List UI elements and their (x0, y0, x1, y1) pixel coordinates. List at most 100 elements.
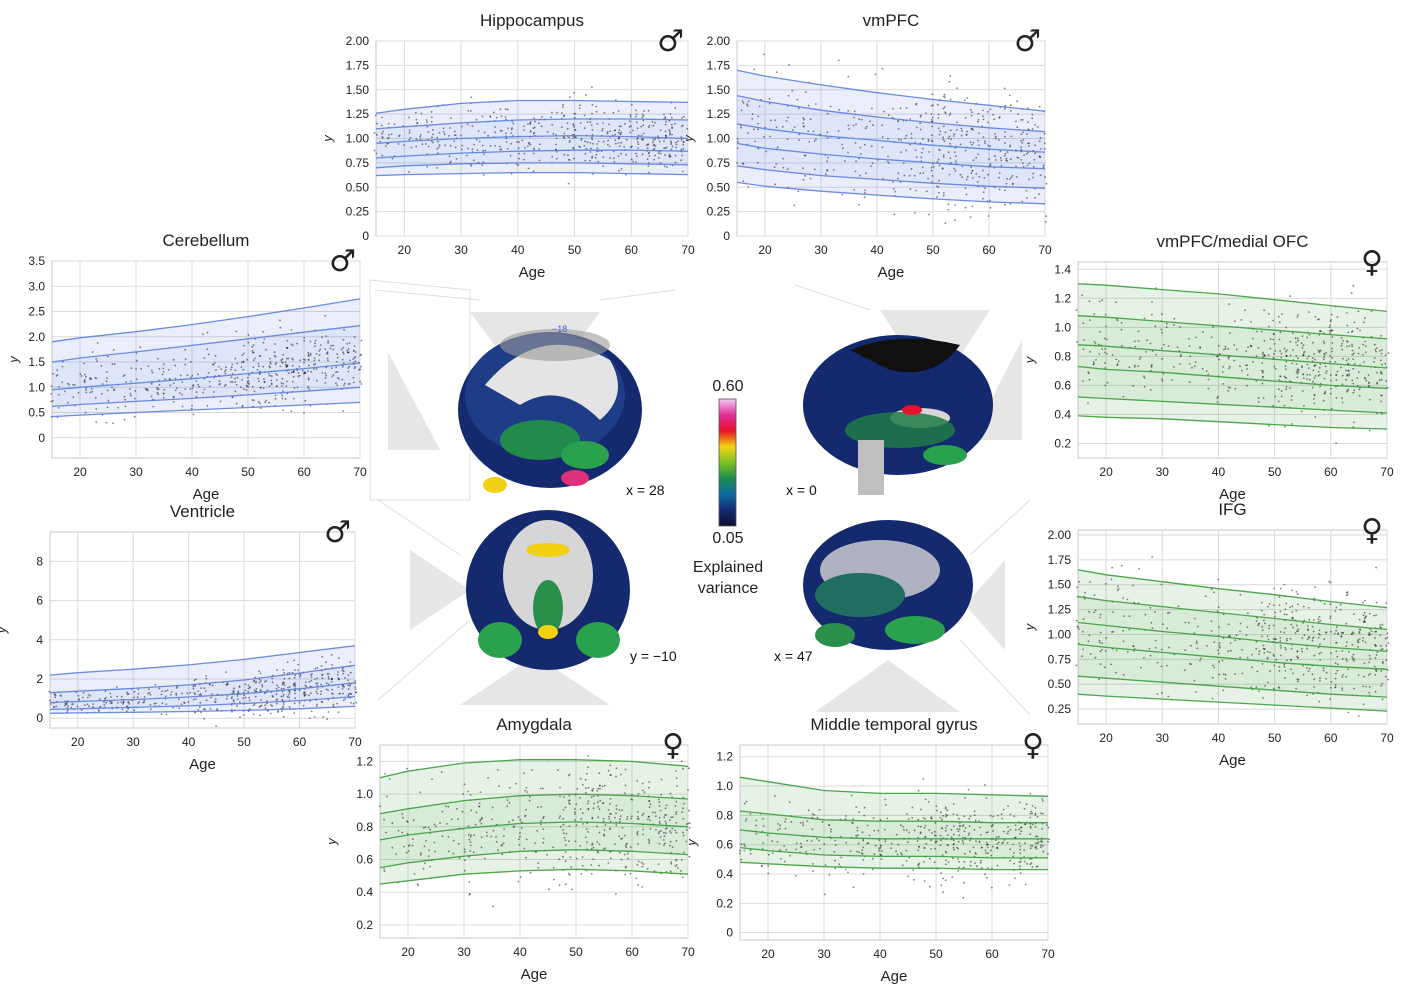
data-point (310, 692, 312, 694)
data-point (1009, 158, 1012, 161)
data-point (1335, 672, 1337, 675)
data-point (525, 808, 527, 811)
data-point (802, 122, 805, 124)
data-point (682, 147, 685, 150)
data-point (920, 156, 923, 159)
data-point (1274, 611, 1277, 614)
data-point (1227, 389, 1229, 392)
data-point (999, 157, 1002, 159)
data-point (973, 810, 976, 813)
data-point (266, 702, 268, 705)
data-point (1362, 614, 1365, 617)
data-point (1296, 337, 1299, 340)
data-point (332, 374, 335, 376)
male-symbol-icon: ♂ (657, 24, 684, 59)
data-point (930, 113, 933, 115)
data-point (953, 848, 955, 851)
data-point (1297, 339, 1300, 342)
data-point (331, 688, 333, 691)
data-point (1030, 862, 1033, 864)
data-point (1289, 606, 1292, 609)
data-point (1029, 847, 1032, 850)
data-point (844, 818, 847, 820)
data-point (282, 681, 285, 684)
chart-title: vmPFC/medial OFC (1156, 232, 1308, 251)
quantile-line (375, 171, 689, 177)
data-point (1286, 349, 1288, 351)
data-point (184, 348, 187, 351)
data-point (354, 688, 357, 691)
data-point (506, 148, 509, 150)
data-point (469, 850, 472, 852)
data-point (1101, 648, 1103, 651)
data-point (73, 384, 76, 386)
data-point (553, 878, 555, 881)
data-point (899, 824, 902, 827)
data-point (612, 111, 615, 114)
charts-layer: 20 30 40 50 60 7000.250.500.751.001.251.501.7… (0, 11, 1394, 984)
data-point (905, 149, 907, 152)
data-point (1032, 172, 1035, 175)
data-point (590, 124, 593, 126)
data-point (603, 111, 606, 114)
data-point (315, 352, 318, 355)
data-point (523, 152, 526, 155)
data-point (230, 376, 233, 378)
data-point (1038, 140, 1041, 143)
data-point (970, 114, 973, 117)
data-point (1301, 650, 1303, 653)
data-point (1329, 324, 1331, 327)
data-point (342, 365, 344, 368)
data-point (257, 377, 259, 380)
data-point (1210, 588, 1213, 590)
data-point (618, 145, 621, 148)
data-point (664, 814, 666, 816)
data-point (495, 836, 497, 838)
data-point (1117, 588, 1120, 590)
quantile-line (736, 142, 1046, 170)
data-point (85, 391, 88, 394)
data-point (618, 169, 620, 172)
data-point (416, 883, 419, 885)
data-point (788, 801, 791, 804)
data-point (901, 853, 903, 856)
data-point (897, 172, 900, 175)
data-point (948, 114, 951, 116)
data-point (1212, 664, 1214, 667)
data-point (967, 788, 970, 791)
data-point (663, 831, 665, 834)
data-point (106, 355, 109, 358)
data-point (321, 656, 324, 658)
data-point (1006, 178, 1008, 180)
data-point (740, 126, 742, 129)
data-point (1330, 681, 1333, 683)
data-point (181, 405, 184, 408)
data-point (1093, 611, 1095, 614)
data-point (1247, 612, 1249, 615)
data-point (962, 896, 965, 899)
data-point (1013, 852, 1015, 854)
data-point (1277, 315, 1280, 318)
data-point (659, 162, 662, 165)
data-point (150, 382, 153, 385)
data-point (682, 141, 685, 144)
data-point (487, 134, 489, 137)
data-point (419, 134, 422, 136)
data-point (768, 102, 771, 105)
data-point (573, 125, 575, 128)
data-point (1036, 815, 1039, 818)
data-point (327, 683, 330, 685)
data-point (1228, 365, 1231, 368)
data-point (592, 846, 595, 849)
data-point (204, 690, 207, 692)
data-point (1285, 613, 1288, 616)
data-point (281, 394, 283, 397)
data-point (618, 809, 621, 811)
y-tick-label: 2.5 (28, 305, 45, 319)
data-point (569, 803, 571, 805)
data-point (837, 130, 840, 132)
data-point (1246, 374, 1249, 376)
data-point (1334, 683, 1337, 686)
data-point (1115, 671, 1117, 674)
data-point (82, 696, 84, 699)
